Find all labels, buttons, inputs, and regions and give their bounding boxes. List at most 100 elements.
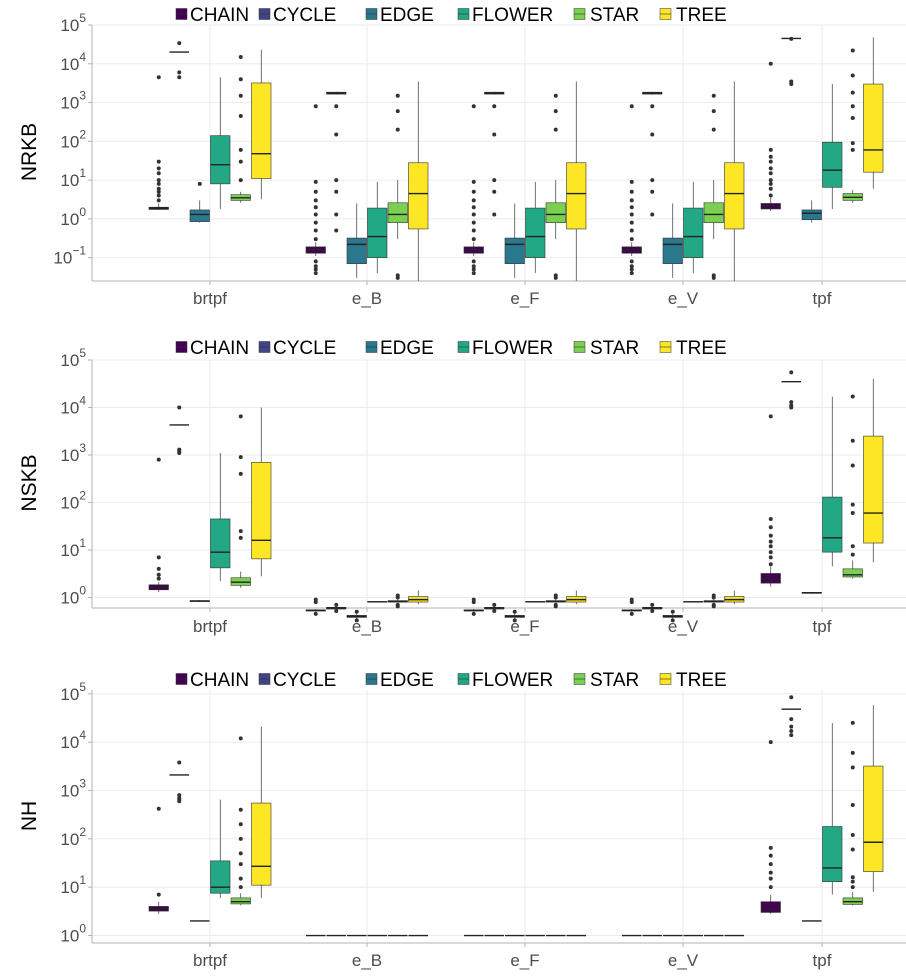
box-brtpf-edge: [189, 600, 210, 602]
outlier-point: [334, 212, 339, 217]
outlier-point: [395, 602, 400, 607]
outlier-point: [238, 178, 243, 183]
outlier-point: [789, 717, 794, 722]
box-iqr: [724, 162, 745, 230]
outlier-point: [471, 220, 476, 225]
x-tick-label-tpf: tpf: [813, 617, 832, 636]
outlier-point: [789, 724, 794, 729]
x-tick-label-brtpf: brtpf: [193, 617, 227, 636]
outlier-point: [850, 502, 855, 507]
outlier-point: [313, 198, 318, 203]
outlier-point: [156, 159, 161, 164]
outlier-point: [850, 141, 855, 146]
y-tick-label: 105: [60, 346, 86, 370]
outlier-point: [768, 147, 773, 152]
outlier-point: [492, 132, 497, 137]
outlier-point: [789, 733, 794, 738]
box-iqr: [662, 237, 683, 264]
box-iqr: [863, 435, 884, 544]
outlier-point: [313, 189, 318, 194]
x-tick-label-tpf: tpf: [813, 951, 832, 970]
outlier-point: [768, 166, 773, 171]
outlier-point: [850, 147, 855, 152]
legend-label-tree: TREE: [676, 670, 727, 691]
x-tick-label-e-b: e_B: [352, 951, 382, 970]
box-e-f-edge: [504, 203, 525, 278]
y-tick-label: 104: [60, 393, 86, 417]
outlier-point: [768, 544, 773, 549]
legend-label-tree: TREE: [676, 5, 727, 26]
outlier-point: [156, 178, 161, 183]
outlier-point: [768, 516, 773, 521]
legend: CHAIN CYCLE EDGE FLOWER STAR TREE: [175, 670, 727, 691]
outlier-point: [512, 618, 517, 623]
outlier-point: [492, 602, 497, 607]
outlier-point: [711, 93, 716, 98]
box-brtpf-star: [230, 736, 251, 906]
outlier-point: [789, 79, 794, 84]
outlier-point: [850, 803, 855, 808]
outlier-point: [334, 132, 339, 137]
y-tick-label: 100: [60, 205, 86, 229]
legend-label-cycle: CYCLE: [273, 5, 336, 26]
outlier-point: [313, 264, 318, 269]
box-tpf-chain: [760, 61, 781, 211]
outlier-point: [768, 181, 773, 186]
box-iqr: [760, 901, 781, 913]
outlier-point: [313, 220, 318, 225]
outlier-point: [768, 562, 773, 567]
box-brtpf-cycle: [169, 41, 189, 80]
outlier-point: [471, 179, 476, 184]
box-iqr: [863, 765, 884, 872]
outlier-point: [471, 271, 476, 276]
panel-nrkb: 10−1 100 101 102 103 104 105 brtpf e_B e_F e_V tpf N…: [18, 5, 906, 308]
box-e-f-star: [545, 593, 566, 609]
box-e-b-star: [387, 593, 408, 609]
outlier-point: [711, 273, 716, 278]
box-iqr: [863, 83, 884, 173]
outlier-point: [313, 228, 318, 233]
outlier-point: [789, 370, 794, 375]
legend-label-flower: FLOWER: [472, 338, 553, 359]
outlier-point: [238, 885, 243, 890]
outlier-point: [334, 228, 339, 233]
outlier-point: [768, 870, 773, 875]
box-iqr: [842, 568, 863, 578]
outlier-point: [492, 212, 497, 217]
box-iqr: [230, 897, 251, 905]
outlier-point: [156, 198, 161, 203]
outlier-point: [471, 597, 476, 602]
outlier-point: [156, 181, 161, 186]
panel-nskb: 100 101 102 103 104 105 brtpf e_B e_F e_V tpf NSKB C…: [18, 338, 906, 636]
box-brtpf-star: [230, 414, 251, 588]
box-e-f-edge: [504, 609, 525, 623]
outlier-point: [850, 720, 855, 725]
outlier-point: [553, 109, 558, 114]
outlier-point: [238, 736, 243, 741]
outlier-point: [471, 212, 476, 217]
outlier-point: [850, 885, 855, 890]
outlier-point: [238, 535, 243, 540]
box-iqr: [189, 209, 210, 222]
legend-label-flower: FLOWER: [472, 670, 553, 691]
y-tick-label: 105: [60, 11, 86, 35]
box-e-f-tree: [566, 81, 587, 281]
outlier-point: [553, 93, 558, 98]
box-tpf-edge: [801, 592, 822, 594]
outlier-point: [471, 104, 476, 109]
outlier-point: [156, 193, 161, 198]
legend-label-flower: FLOWER: [472, 5, 553, 26]
box-tpf-cycle: [781, 695, 801, 738]
y-tick-label: 100: [60, 583, 86, 607]
outlier-point: [492, 104, 497, 109]
box-tpf-tree: [863, 378, 884, 563]
outlier-point: [177, 70, 182, 75]
outlier-point: [711, 109, 716, 114]
box-iqr: [801, 209, 822, 221]
outlier-point: [238, 414, 243, 419]
box-brtpf-flower: [210, 799, 231, 898]
outlier-point: [768, 171, 773, 176]
box-brtpf-cycle: [169, 760, 189, 804]
box-iqr: [408, 162, 429, 230]
outlier-point: [313, 179, 318, 184]
